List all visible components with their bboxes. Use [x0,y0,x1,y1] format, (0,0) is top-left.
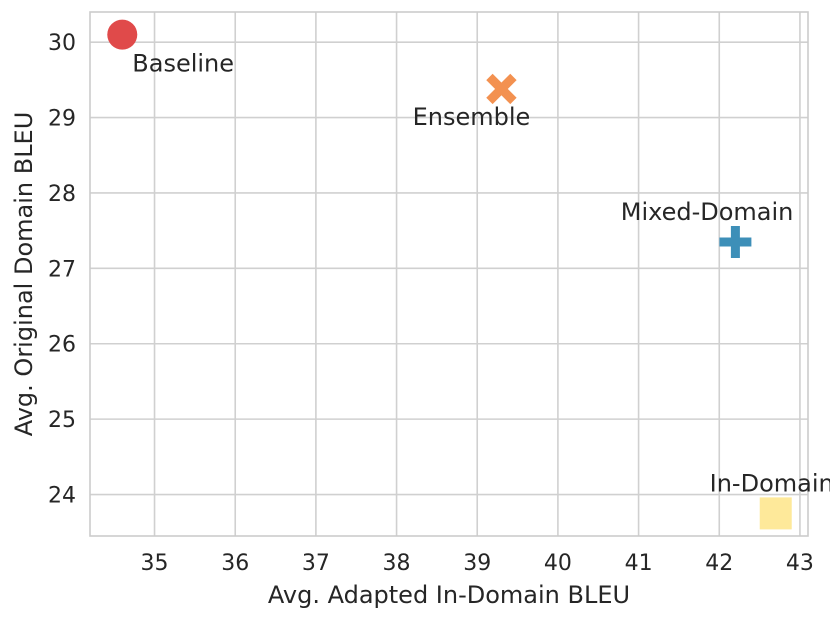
y-axis-ticks: 24 25 26 27 28 29 30 [48,31,76,508]
point-label-mixed-domain: Mixed-Domain [621,198,794,226]
y-tick-label: 30 [48,31,76,56]
y-tick-label: 29 [48,107,76,132]
point-label-baseline: Baseline [132,50,234,78]
x-tick-label: 37 [302,551,330,576]
point-ensemble: Ensemble [413,73,531,131]
point-label-ensemble: Ensemble [413,103,531,131]
point-in-domain: In-Domain [710,469,830,530]
grid [90,12,808,536]
y-axis-label: Avg. Original Domain BLEU [10,112,38,437]
point-label-in-domain: In-Domain [710,469,830,497]
x-axis-ticks: 35 36 37 38 39 40 41 42 43 [141,551,814,576]
y-tick-label: 28 [48,182,76,207]
point-marker-mixed-domain [719,225,752,258]
x-tick-label: 35 [141,551,169,576]
point-marker-baseline [107,19,138,50]
y-tick-label: 25 [48,408,76,433]
x-tick-label: 39 [463,551,491,576]
y-tick-label: 27 [48,257,76,282]
y-tick-label: 26 [48,333,76,358]
x-tick-label: 42 [705,551,733,576]
x-tick-label: 40 [544,551,572,576]
x-axis-label: Avg. Adapted In-Domain BLEU [268,581,630,609]
point-baseline: Baseline [107,19,234,78]
x-tick-label: 36 [221,551,249,576]
x-tick-label: 38 [383,551,411,576]
x-tick-label: 41 [625,551,653,576]
data-points: Baseline Ensemble Mixed-Domain In-Domain [107,19,830,530]
y-tick-label: 24 [48,484,76,509]
x-tick-label: 43 [786,551,814,576]
point-marker-in-domain [759,497,792,530]
plot-frame [89,11,809,537]
point-marker-ensemble [486,73,517,105]
point-mixed-domain: Mixed-Domain [621,198,794,258]
